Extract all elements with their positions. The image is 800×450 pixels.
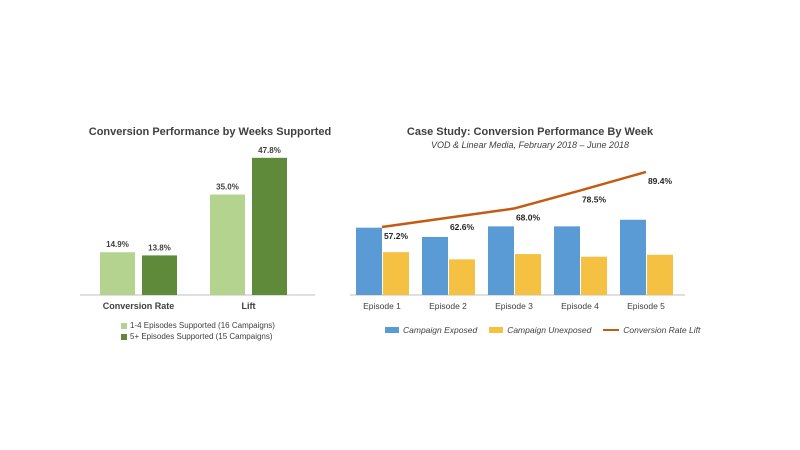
right-combo-chart: Episode 1 Episode 2 Episode 3 Episode 4 Epis… [350,170,685,311]
bar-episode-1-campaign-exposed [356,227,382,295]
bar-episode-4-campaign-exposed [554,226,580,295]
bar-lift-series-2 [252,157,287,295]
bar-episode-3-campaign-unexposed [515,254,541,295]
legend-line-orange [603,329,620,331]
tick-label-episode-5: Episode 5 [627,301,665,311]
tick-label-lift: Lift [242,301,256,311]
left-bar-chart: 14.9% 13.8% Conversion Rate 35.0% 47.8% Lift [80,146,315,311]
bar-episode-2-campaign-exposed [422,236,448,295]
legend-swatch-yellow [489,327,504,333]
data-label-lift-episode-3: 68.0% [516,213,541,223]
legend-label-conversion-rate-lift: Conversion Rate Lift [623,325,701,335]
right-chart-subtitle: VOD & Linear Media, February 2018 – June… [430,140,630,150]
tick-label-episode-2: Episode 2 [429,301,467,311]
tick-label-episode-1: Episode 1 [363,301,401,311]
legend-item-1-4-episodes: 1-4 Episodes Supported (16 Campaigns) [121,320,275,331]
tick-label-episode-3: Episode 3 [495,301,533,311]
legend-item-5plus-episodes: 5+ Episodes Supported (15 Campaigns) [121,331,275,342]
legend-label-campaign-unexposed: Campaign Unexposed [507,325,592,335]
bar-episode-3-campaign-exposed [488,226,514,295]
data-label-conversion-rate-series-2: 13.8% [148,243,171,252]
right-legend: Campaign Exposed Campaign Unexposed Conv… [385,325,712,335]
bar-episode-5-campaign-unexposed [647,254,673,295]
legend-item-campaign-exposed: Campaign Exposed [385,325,477,335]
left-chart-title: Conversion Performance by Weeks Supporte… [88,126,332,138]
data-label-lift-series-1: 35.0% [216,183,239,192]
legend-item-conversion-rate-lift: Conversion Rate Lift [603,325,700,335]
data-label-conversion-rate-series-1: 14.9% [106,240,129,249]
left-legend: 1-4 Episodes Supported (16 Campaigns) 5+… [121,320,275,342]
legend-label-1-4-episodes: 1-4 Episodes Supported (16 Campaigns) [130,321,275,330]
line-conversion-rate-lift [381,170,647,229]
bar-episode-4-campaign-unexposed [581,256,607,295]
data-label-lift-episode-1: 57.2% [384,231,409,241]
bar-conversion-rate-series-1 [100,252,135,295]
bar-episode-1-campaign-unexposed [383,252,409,295]
bar-conversion-rate-series-2 [142,255,177,295]
bar-episode-2-campaign-unexposed [449,259,475,295]
legend-label-campaign-exposed: Campaign Exposed [403,325,478,335]
tick-label-conversion-rate: Conversion Rate [103,301,175,311]
legend-swatch-blue [385,327,399,333]
legend-swatch-light-green [121,322,127,329]
data-label-lift-series-2: 47.8% [258,146,281,155]
tick-label-episode-4: Episode 4 [561,301,599,311]
legend-label-5plus-episodes: 5+ Episodes Supported (15 Campaigns) [130,332,273,341]
data-label-lift-episode-5: 89.4% [648,176,673,186]
legend-swatch-dark-green [121,333,127,340]
data-label-lift-episode-2: 62.6% [450,222,475,232]
legend-item-campaign-unexposed: Campaign Unexposed [489,325,591,335]
data-label-lift-episode-4: 78.5% [582,195,607,205]
right-chart-title: Case Study: Conversion Performance By We… [406,126,654,138]
bar-episode-5-campaign-exposed [620,219,646,295]
bar-lift-series-1 [210,194,245,295]
